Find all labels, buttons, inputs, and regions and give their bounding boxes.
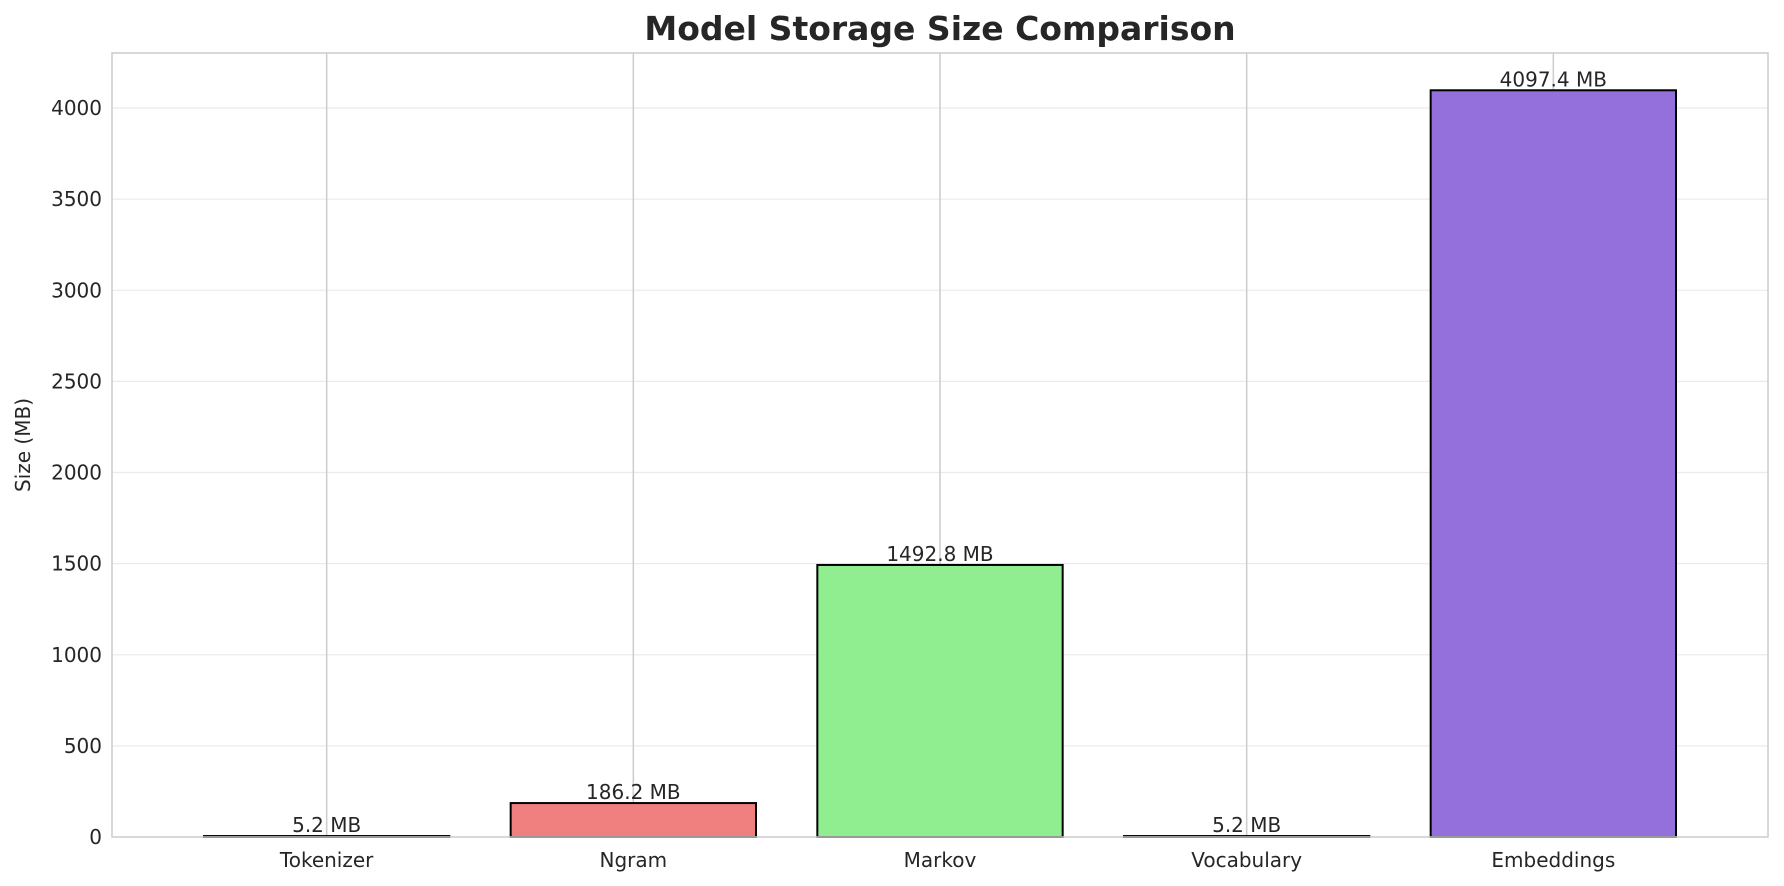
data-label: 186.2 MB — [586, 780, 681, 804]
data-label: 1492.8 MB — [886, 542, 993, 566]
y-axis-label: Size (MB) — [11, 398, 35, 492]
data-labels: 5.2 MB 186.2 MB 1492.8 MB 5.2 MB 4097.4 MB — [292, 67, 1607, 837]
y-tick-label: 1500 — [51, 552, 102, 576]
y-tick-label: 2500 — [51, 369, 102, 393]
plot-frame — [111, 52, 1769, 838]
y-tick-label: 1000 — [51, 643, 102, 667]
x-tick-label: Tokenizer — [279, 848, 374, 872]
x-tick-label: Vocabulary — [1191, 848, 1302, 872]
y-tick-label: 3000 — [51, 278, 102, 302]
x-axis-ticks: Tokenizer Ngram Markov Vocabulary Embeddings — [279, 848, 1615, 872]
y-axis-ticks: 0 500 1000 1500 2000 2500 3000 3500 4000 — [51, 96, 102, 849]
data-label: 4097.4 MB — [1500, 67, 1607, 91]
x-tick-label: Markov — [904, 848, 977, 872]
bar-ngram — [509, 802, 757, 839]
bar-embeddings — [1429, 89, 1677, 838]
data-label: 5.2 MB — [1212, 813, 1281, 837]
data-label: 5.2 MB — [292, 813, 361, 837]
y-tick-label: 3500 — [51, 187, 102, 211]
bar-markov — [816, 563, 1064, 839]
x-tick-label: Ngram — [600, 848, 668, 872]
y-tick-label: 4000 — [51, 96, 102, 120]
x-tick-label: Embeddings — [1491, 848, 1615, 872]
y-tick-label: 2000 — [51, 461, 102, 485]
y-tick-label: 500 — [64, 734, 102, 758]
chart-title: Model Storage Size Comparison — [644, 9, 1235, 48]
y-tick-label: 0 — [89, 825, 102, 849]
